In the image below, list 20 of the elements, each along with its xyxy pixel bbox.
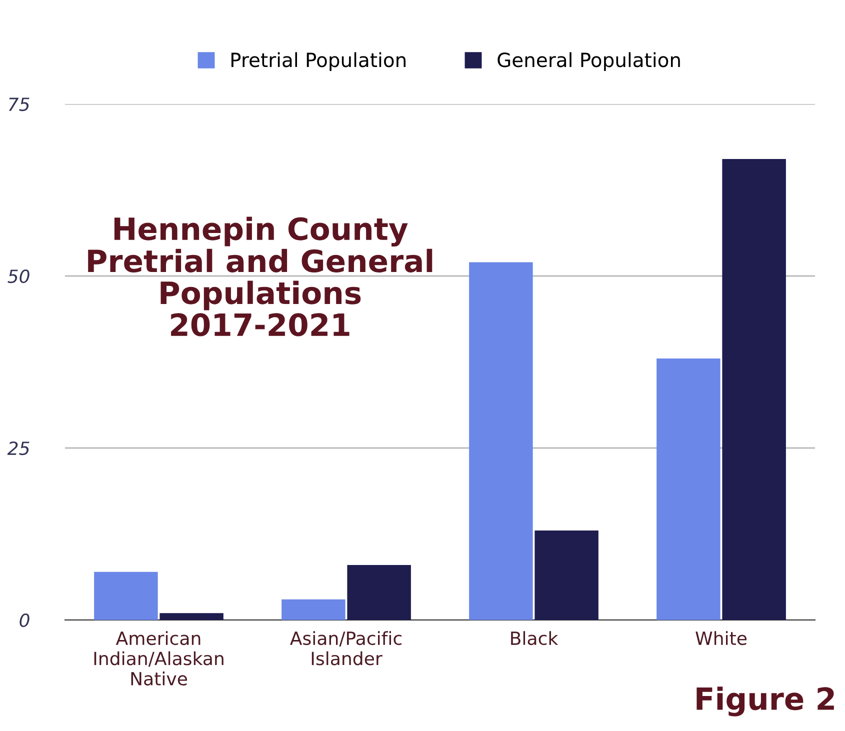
y-tick-label: 25 <box>7 441 30 456</box>
bar <box>469 262 533 620</box>
x-tick-label: Asian/Pacific Islander <box>290 631 402 666</box>
x-tick-label: American Indian/Alaskan Native <box>94 631 224 686</box>
text: Hennepin County Pretrial and General Populations 2017-2021 <box>88 216 432 336</box>
bar <box>534 530 598 620</box>
bar <box>656 358 720 620</box>
bar <box>160 613 224 620</box>
bar <box>722 159 786 620</box>
bar <box>282 599 346 620</box>
legend-label: Pretrial Population <box>231 52 406 72</box>
bar <box>347 564 411 620</box>
bar <box>94 572 158 620</box>
legend-label: General Population <box>498 52 680 72</box>
x-tick-label: White <box>696 631 747 646</box>
y-tick-label: 75 <box>8 98 30 112</box>
x-tick-label: Black <box>511 631 558 646</box>
y-tick-label: 0 <box>20 613 30 628</box>
y-tick-label: 50 <box>8 269 30 284</box>
caption: Figure 2 <box>696 686 834 716</box>
